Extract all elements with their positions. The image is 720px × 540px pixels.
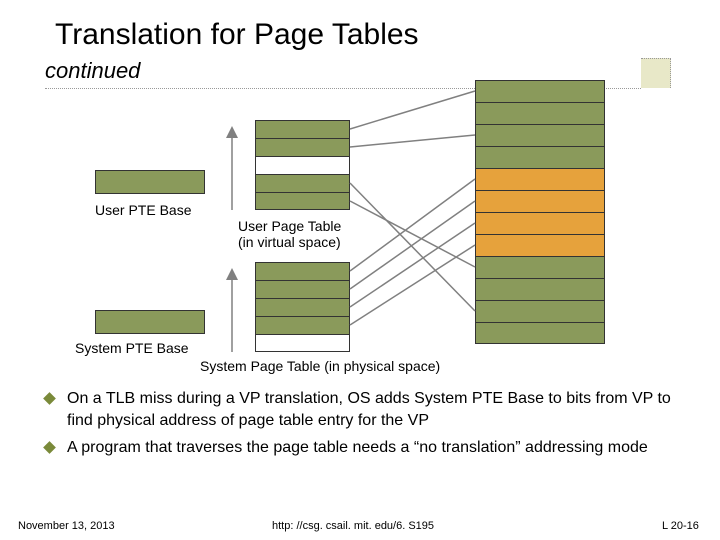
footer-date: November 13, 2013	[18, 520, 115, 532]
memory-row	[475, 256, 605, 278]
memory-row	[255, 138, 350, 156]
user-page-table-stack	[255, 120, 350, 210]
footer-url: http: //csg. csail. mit. edu/6. S195	[272, 520, 434, 532]
footer-page: L 20-16	[662, 520, 699, 532]
system-page-table-stack	[255, 262, 350, 352]
system-page-table-label: System Page Table (in physical space)	[200, 358, 440, 374]
memory-row	[255, 120, 350, 138]
memory-row	[255, 280, 350, 298]
slide-title: Translation for Page Tables	[55, 18, 419, 52]
memory-row	[255, 316, 350, 334]
user-page-table-label-l1: User Page Table	[238, 218, 341, 234]
memory-row	[475, 212, 605, 234]
memory-row	[475, 168, 605, 190]
system-pte-base-box	[95, 310, 205, 334]
memory-row	[475, 322, 605, 344]
memory-row	[255, 156, 350, 174]
user-page-table-label-l2: (in virtual space)	[238, 234, 341, 250]
memory-row	[475, 278, 605, 300]
memory-row	[255, 334, 350, 352]
bullet-list: On a TLB miss during a VP translation, O…	[45, 388, 685, 465]
memory-row	[475, 146, 605, 168]
memory-row	[475, 102, 605, 124]
physical-memory-stack	[475, 80, 605, 344]
memory-row	[475, 80, 605, 102]
system-pte-base-label: System PTE Base	[75, 340, 189, 356]
user-pte-base-box	[95, 170, 205, 194]
corner-box	[641, 58, 671, 88]
memory-row	[475, 124, 605, 146]
memory-row	[255, 262, 350, 280]
bullet-item: On a TLB miss during a VP translation, O…	[45, 388, 685, 431]
memory-row	[475, 300, 605, 322]
memory-row	[255, 192, 350, 210]
user-pte-base-label: User PTE Base	[95, 202, 191, 218]
memory-row	[475, 190, 605, 212]
user-page-table-label: User Page Table (in virtual space)	[238, 218, 341, 250]
bullet-item: A program that traverses the page table …	[45, 437, 685, 459]
memory-row	[255, 298, 350, 316]
memory-row	[255, 174, 350, 192]
slide-subtitle: continued	[45, 58, 140, 84]
memory-row	[475, 234, 605, 256]
